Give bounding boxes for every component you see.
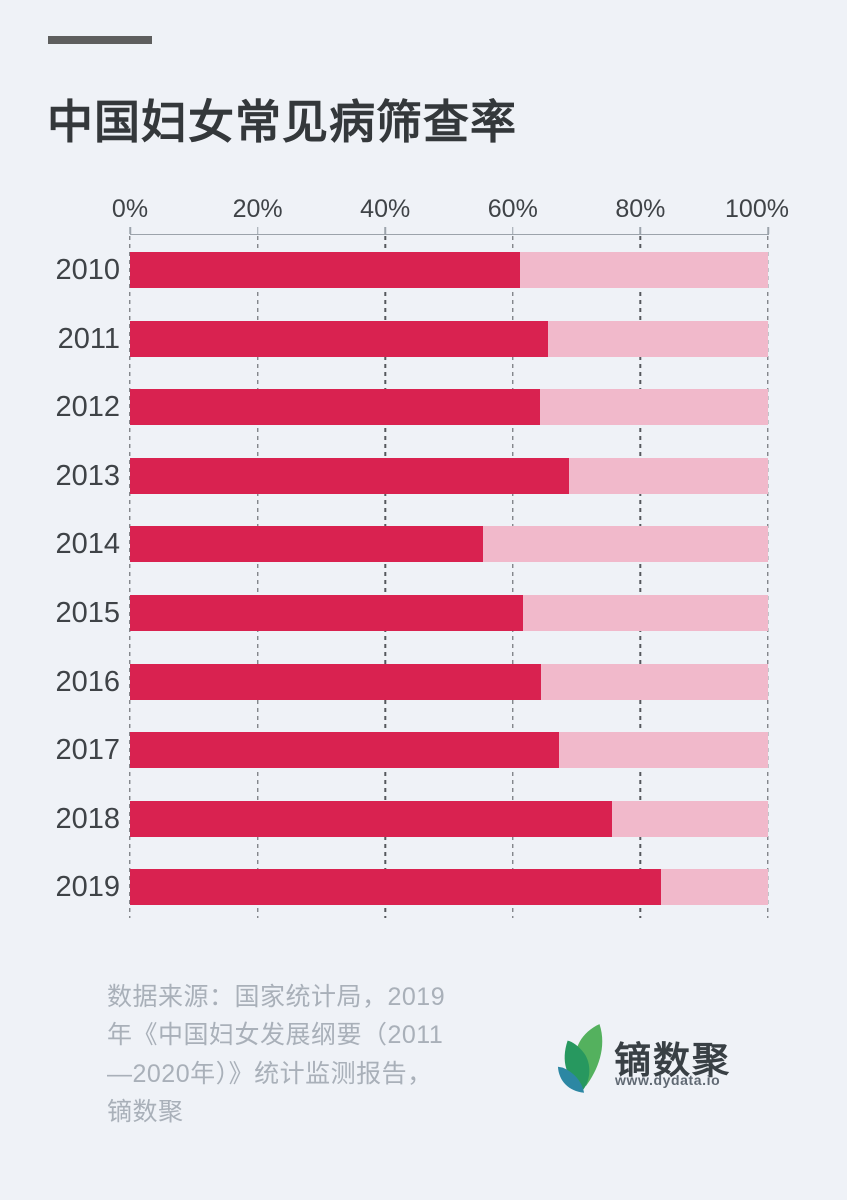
bar-fill-2016	[130, 663, 541, 700]
x-gridline	[639, 236, 642, 918]
bar-track	[130, 663, 768, 700]
x-axis-line	[130, 233, 769, 235]
bar-track	[130, 800, 768, 837]
x-axis-tick-mark	[767, 226, 769, 234]
bar-track	[130, 457, 768, 494]
year-label: 2016	[55, 665, 120, 698]
bar-fill-2019	[130, 869, 661, 906]
year-label: 2017	[55, 734, 120, 767]
title-accent-dash	[48, 36, 152, 44]
bar-fill-2012	[130, 389, 541, 426]
bar-fill-2013	[130, 457, 569, 494]
page-title: 中国妇女常见病筛查率	[47, 96, 517, 148]
x-axis-tick-label: 20%	[232, 195, 283, 223]
logo-name: 镝数聚	[614, 1040, 731, 1081]
data-source-note: 数据来源：国家统计局，2019 年《中国妇女发展纲要（2011 —2020年）》…	[107, 978, 445, 1131]
source-line-3: —2020年）》统计监测报告，	[107, 1059, 433, 1088]
year-label: 2011	[57, 322, 120, 355]
bar-track	[130, 526, 768, 563]
x-axis-tick-mark	[129, 226, 131, 234]
x-gridline	[129, 236, 131, 918]
x-gridline	[767, 236, 769, 918]
bar-track	[130, 732, 768, 769]
source-line-1: 数据来源：国家统计局，2019	[107, 983, 446, 1011]
bar-fill-2011	[130, 320, 548, 357]
x-axis-tick-label: 80%	[615, 195, 666, 223]
bar-track	[130, 869, 768, 906]
x-gridline	[512, 236, 514, 918]
x-gridline	[384, 236, 386, 918]
x-axis-tick-mark	[384, 226, 386, 234]
bar-fill-2014	[130, 526, 483, 563]
x-axis-tick-mark	[639, 226, 642, 234]
year-label: 2019	[55, 871, 120, 904]
year-label: 2014	[55, 528, 120, 561]
bar-fill-2018	[130, 800, 613, 837]
x-axis-tick-label: 60%	[487, 195, 538, 223]
bar-track	[130, 595, 768, 631]
source-line-2: 年《中国妇女发展纲要（2011	[107, 1021, 444, 1050]
source-line-4: 镝数聚	[107, 1097, 184, 1126]
leaf-icon	[557, 1024, 603, 1093]
x-axis-tick-label: 0%	[111, 195, 149, 223]
dydata-logo: 镝数聚 www.dydata.io	[556, 1022, 796, 1102]
bar-track	[130, 389, 768, 426]
year-label: 2012	[55, 391, 120, 424]
leaf-teal	[557, 1066, 585, 1093]
x-axis-tick-label: 100%	[725, 195, 789, 223]
year-label: 2013	[55, 459, 120, 492]
year-label: 2010	[55, 254, 120, 286]
bar-fill-2015	[130, 595, 523, 631]
bar-fill-2017	[130, 732, 559, 769]
logo-url: www.dydata.io	[615, 1072, 721, 1088]
plot-area: 0% 20% 40% 60% 80% 100% 2010 2011 2012 2013 2014 20…	[55, 195, 789, 936]
year-label: 2015	[55, 597, 120, 629]
bar-track	[130, 252, 768, 288]
bar-track	[130, 320, 768, 357]
year-label: 2018	[55, 802, 120, 835]
x-gridline	[256, 236, 259, 918]
x-axis-tick-mark	[512, 226, 514, 234]
x-axis-tick-label: 40%	[360, 195, 411, 223]
bar-fill-2010	[130, 252, 521, 288]
x-axis-tick-mark	[256, 226, 259, 234]
